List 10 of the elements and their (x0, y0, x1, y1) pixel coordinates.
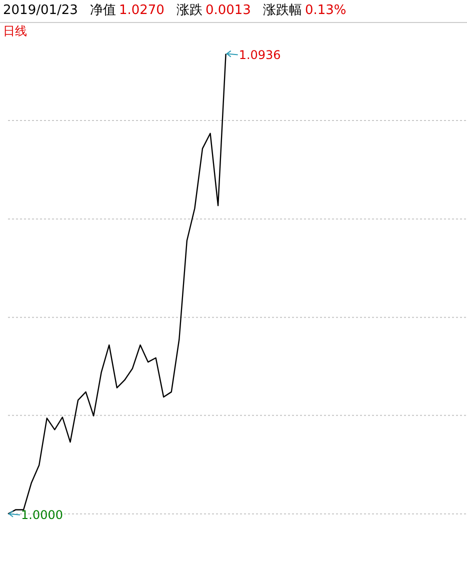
text: 涨跌 (176, 3, 202, 18)
annotation: 1.0000 (21, 508, 63, 522)
text: 0.13% (304, 3, 346, 18)
text: 1.0270 (118, 3, 164, 18)
chart-title: 2019/01/23 (3, 3, 78, 18)
chart-subtitle: 日线 (2, 23, 28, 40)
text: 净值 (90, 3, 116, 18)
text: 0.0013 (205, 3, 251, 18)
text: 涨跌幅 (262, 3, 302, 18)
annotation: 1.0936 (238, 48, 281, 62)
